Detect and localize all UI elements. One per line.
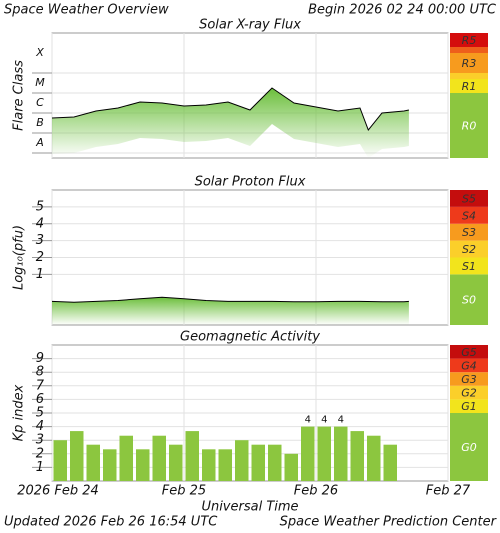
y-axis-label: Kp index [12, 384, 27, 441]
scale-level [450, 274, 488, 325]
scale-level [450, 257, 488, 275]
y-tick-label: 3 [36, 233, 44, 248]
kp-bar [86, 444, 100, 481]
scale-level [450, 345, 488, 359]
header-title: Space Weather Overview [4, 3, 169, 18]
scale-label: G1 [461, 400, 477, 413]
scale-label: S5 [462, 192, 476, 205]
kp-bar [334, 426, 348, 481]
flux-area [52, 88, 409, 158]
y-tick-label: 4 [36, 216, 44, 231]
kp-bar [53, 440, 67, 481]
scale-label: G4 [461, 359, 477, 372]
kp-bar [317, 426, 331, 481]
x-tick-label: 2026 Feb 24 [17, 484, 99, 499]
scale-level [450, 358, 488, 373]
y-tick-label: 4 [36, 419, 44, 434]
scale-level [450, 93, 488, 158]
scale-label: S1 [462, 260, 476, 273]
scale-level [450, 399, 488, 413]
scale-label: G2 [461, 387, 477, 400]
y-tick-label: A [35, 136, 44, 149]
scale-label: S0 [462, 294, 476, 307]
scale-level [450, 385, 488, 400]
scale-level [450, 372, 488, 386]
panel-title: Solar Proton Flux [195, 175, 306, 190]
scale-level [450, 79, 488, 93]
kp-bar [136, 449, 150, 481]
kp-bar [235, 440, 249, 481]
header-begin: Begin 2026 02 24 00:00 UTC [308, 3, 497, 18]
kp-bar [185, 431, 199, 481]
y-tick-label: 8 [36, 365, 44, 380]
kp-label: 4 [305, 415, 311, 426]
flux-line [51, 296, 409, 303]
scale-level [450, 223, 488, 241]
y-tick-label: M [35, 76, 45, 89]
y-axis-label: Log₁₀(pfu) [12, 225, 27, 290]
scale-label: S4 [462, 209, 476, 222]
kp-bar [103, 449, 117, 481]
x-tick-label: Feb 26 [294, 484, 338, 499]
scale-label: S2 [462, 243, 476, 256]
kp-bar [152, 435, 166, 481]
kp-bar [301, 426, 315, 481]
kp-bar [284, 453, 298, 481]
scale-level [450, 33, 488, 47]
flux-area [52, 297, 409, 325]
kp-bar [251, 444, 265, 481]
kp-bar [169, 444, 183, 481]
y-axis-label: Flare Class [12, 60, 27, 131]
scale-label: G5 [461, 346, 477, 359]
x-tick-label: Feb 27 [426, 484, 471, 499]
y-tick-label: 6 [36, 392, 44, 407]
y-tick-label: X [35, 46, 44, 59]
y-tick-label: C [36, 96, 44, 109]
kp-label: 4 [338, 415, 344, 426]
kp-bar [70, 431, 84, 481]
scale-label: G3 [461, 373, 477, 386]
x-tick-label: Feb 25 [162, 484, 206, 499]
kp-bar [350, 431, 364, 481]
kp-bar [218, 449, 232, 481]
scale-level [450, 47, 488, 53]
y-tick-label: 2 [36, 446, 44, 461]
scale-level [450, 413, 488, 481]
scale-label: R3 [462, 57, 477, 70]
y-tick-label: 3 [36, 433, 44, 448]
y-tick-label: 5 [36, 199, 44, 214]
y-tick-label: 7 [36, 378, 45, 393]
footer-credit: Space Weather Prediction Center [280, 515, 498, 530]
scale-level [450, 240, 488, 258]
y-tick-label: B [36, 116, 44, 129]
scale-label: S3 [462, 226, 476, 239]
scale-level [450, 53, 488, 73]
kp-bar [367, 435, 381, 481]
kp-bar [268, 444, 282, 481]
y-tick-label: 5 [36, 406, 44, 421]
scale-label: R5 [462, 34, 477, 47]
scale-level [450, 190, 488, 207]
footer-updated: Updated 2026 Feb 26 16:54 UTC [4, 515, 218, 530]
panel-title: Solar X-ray Flux [199, 18, 301, 33]
scale-label: R1 [462, 80, 477, 93]
flux-line [51, 87, 409, 131]
kp-bar [119, 435, 133, 481]
scale-level [450, 206, 488, 224]
scale-label: R0 [462, 120, 477, 133]
scale-label: G0 [461, 441, 477, 454]
scale-level [450, 73, 488, 79]
panel-title: Geomagnetic Activity [180, 330, 320, 345]
y-tick-label: 1 [36, 460, 44, 475]
y-tick-label: 9 [36, 351, 44, 366]
kp-label: 4 [321, 415, 327, 426]
x-axis-label: Universal Time [201, 500, 298, 515]
kp-bar [202, 449, 216, 481]
y-tick-label: 1 [36, 267, 44, 282]
y-tick-label: 2 [36, 250, 44, 265]
kp-bar [383, 444, 397, 481]
